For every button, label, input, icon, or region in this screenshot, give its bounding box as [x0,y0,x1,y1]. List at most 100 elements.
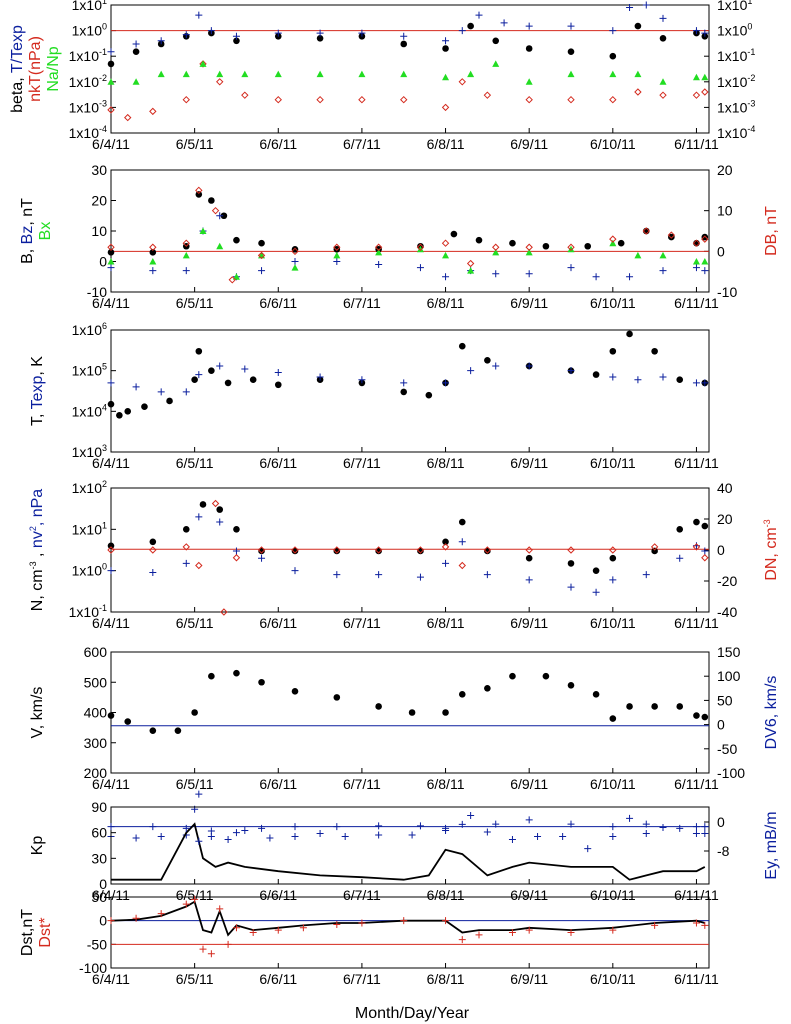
data-point [232,273,240,280]
data-point [442,37,450,45]
data-point [107,78,115,85]
data-point [195,561,203,570]
data-point [266,834,274,842]
data-point [592,273,600,281]
axis-label-line: DB, nT [763,206,780,256]
data-point [195,371,203,379]
data-point [400,40,408,48]
data-point [107,823,115,831]
data-point [609,235,617,243]
series-Texp [107,362,709,396]
data-point [216,506,224,513]
data-point [659,373,667,381]
data-point [492,248,500,256]
data-point [467,812,475,820]
data-point [525,362,533,370]
data-point [132,78,140,85]
data-point [375,822,383,830]
data-point [358,70,366,78]
series-Na/Np [107,60,709,85]
data-point [220,212,228,220]
data-point [274,95,282,104]
data-point [375,703,382,710]
data-point [442,379,450,387]
data-point [676,703,684,710]
series-Ey [107,812,709,845]
data-point [228,276,236,284]
data-point [609,239,617,247]
data-point [132,914,140,922]
x-tick-label: 6/11/11 [674,295,719,311]
data-point [232,924,240,932]
x-tick-label: 6/10/11 [590,136,636,152]
data-point [107,546,115,554]
data-point [416,245,424,253]
y2-tick-label: 20 [717,511,733,527]
y2-tick-label: 150 [717,644,741,660]
data-point [416,264,424,272]
data-point [634,22,642,30]
data-point [692,264,700,272]
y-tick-label: 500 [84,674,108,690]
data-point [149,267,157,275]
data-point [642,820,650,828]
data-point [458,518,466,526]
series-Dst* [107,895,709,958]
data-point [651,703,658,710]
data-point [258,824,266,832]
x-tick-label: 6/10/11 [590,971,636,987]
data-point [291,546,299,554]
data-point [182,251,190,259]
data-point [182,95,190,104]
x-tick-label: 6/11/11 [674,455,719,471]
data-point [107,400,115,408]
y2-tick-label: -10 [717,284,737,300]
series-DN [107,499,709,616]
x-tick-label: 6/6/11 [259,615,297,631]
data-point [374,243,383,251]
data-point [199,945,207,953]
data-point [659,823,667,831]
axis-label-line: Dst* [37,917,54,947]
series-nkT(nPa) [107,60,709,122]
data-point [182,526,190,533]
axis-label-line: B, Bz, nT [19,198,36,264]
y-tick-label: 1x103 [72,443,107,460]
data-point [182,239,190,247]
data-point [492,243,500,251]
data-point [216,905,224,913]
data-point [441,103,450,112]
data-point [642,227,650,235]
y2-tick-label: -100 [717,765,745,781]
data-point [609,52,617,60]
data-point [299,924,307,932]
y-tick-label: 1x101 [72,520,107,537]
data-point [274,369,282,377]
data-point [224,836,232,844]
data-point [609,926,617,934]
data-point [692,27,700,35]
x-tick-label: 6/10/11 [590,887,636,903]
data-point [659,35,667,42]
data-point [107,106,115,114]
data-point [584,845,592,853]
data-point [442,559,450,567]
data-point [149,569,157,577]
data-point [450,230,458,238]
data-point [492,60,500,67]
data-point [233,526,240,533]
data-point [157,70,165,78]
data-point [483,91,492,99]
x-tick-label: 6/9/11 [510,971,548,987]
data-point [483,546,492,554]
panel-frame [110,896,710,969]
data-point [216,78,224,86]
x-tick-label: 6/5/11 [176,136,214,152]
y2-tick-label: 0 [717,717,725,733]
y2-tick-label: 1x10-1 [717,47,755,64]
data-point [525,546,533,554]
data-point [425,391,433,399]
data-point [626,273,634,281]
panel-frame [110,806,710,885]
data-point [220,608,228,616]
